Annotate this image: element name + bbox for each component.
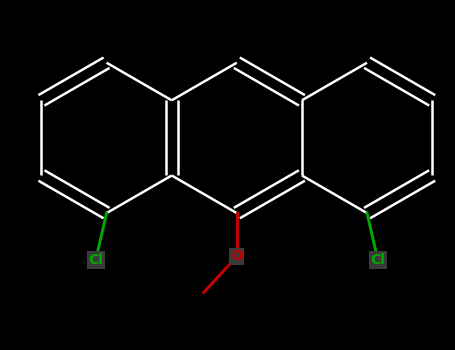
Text: O: O bbox=[231, 250, 243, 264]
Text: Cl: Cl bbox=[370, 253, 385, 267]
Text: Cl: Cl bbox=[88, 253, 103, 267]
